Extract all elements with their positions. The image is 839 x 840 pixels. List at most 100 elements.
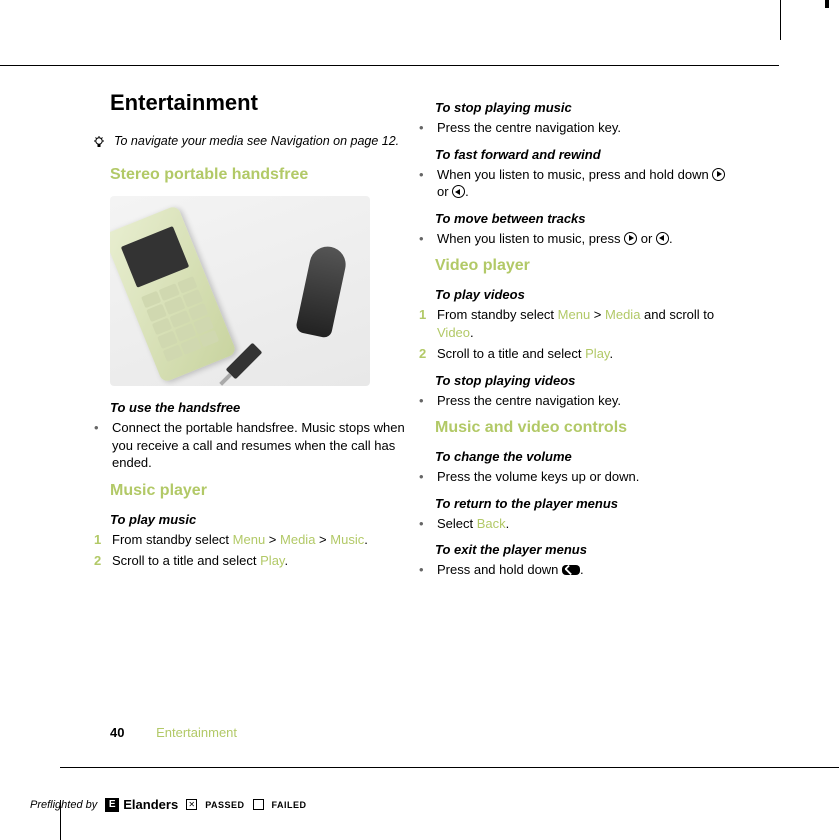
page-footer: 40 Entertainment	[110, 725, 237, 740]
bullet-row: • When you listen to music, press or .	[435, 230, 730, 248]
text: From standby select	[112, 532, 233, 547]
play-music-step-1: From standby select Menu > Media > Music…	[112, 531, 368, 549]
section-music-video-controls: Music and video controls	[435, 419, 730, 437]
bullet-row: • Press the centre navigation key.	[435, 119, 730, 137]
crop-mark-bottom	[60, 767, 839, 768]
step-number: 1	[419, 306, 429, 341]
text: When you listen to music, press and hold…	[437, 167, 712, 182]
text: When you listen to music, press	[437, 231, 624, 246]
left-column: Entertainment To navigate your media see…	[110, 90, 405, 583]
text: and scroll to	[640, 307, 714, 322]
use-handsfree-text: Connect the portable handsfree. Music st…	[112, 419, 405, 472]
text: .	[470, 325, 474, 340]
back-key-icon	[562, 565, 580, 575]
exit-menus-text: Press and hold down .	[437, 561, 584, 579]
passed-label: PASSED	[205, 800, 244, 810]
move-tracks-text: When you listen to music, press or .	[437, 230, 673, 248]
bullet-row: • Connect the portable handsfree. Music …	[110, 419, 405, 472]
bullet-icon: •	[419, 166, 429, 201]
tip-row: To navigate your media see Navigation on…	[92, 134, 405, 150]
right-column: To stop playing music • Press the centre…	[435, 90, 730, 583]
section-stereo-handsfree: Stereo portable handsfree	[110, 166, 405, 184]
music-link: Music	[330, 532, 364, 547]
play-videos-head: To play videos	[435, 287, 730, 302]
preflight-bar: Preflighted by E Elanders ✕ PASSED FAILE…	[30, 797, 307, 812]
text: >	[315, 532, 330, 547]
section-music-player: Music player	[110, 482, 405, 500]
elanders-text: Elanders	[123, 797, 178, 812]
media-link: Media	[280, 532, 315, 547]
text: Scroll to a title and select	[437, 346, 585, 361]
preflight-label: Preflighted by	[30, 799, 97, 811]
play-music-head: To play music	[110, 512, 405, 527]
stop-music-text: Press the centre navigation key.	[437, 119, 621, 137]
stop-video-head: To stop playing videos	[435, 373, 730, 388]
stop-music-head: To stop playing music	[435, 100, 730, 115]
return-menus-head: To return to the player menus	[435, 496, 730, 511]
page: Entertainment To navigate your media see…	[0, 0, 839, 840]
crop-mark-top-tick	[780, 0, 781, 40]
play-video-step-1: From standby select Menu > Media and scr…	[437, 306, 730, 341]
bullet-icon: •	[419, 468, 429, 486]
play-link: Play	[260, 553, 284, 568]
passed-checkbox-icon: ✕	[186, 799, 197, 810]
nav-right-icon	[712, 168, 725, 181]
tip-lightbulb-icon	[92, 134, 106, 150]
text: Scroll to a title and select	[112, 553, 260, 568]
stop-video-text: Press the centre navigation key.	[437, 392, 621, 410]
nav-right-icon	[624, 232, 637, 245]
text: .	[284, 553, 288, 568]
text: From standby select	[437, 307, 558, 322]
numbered-row: 1 From standby select Menu > Media > Mus…	[110, 531, 405, 549]
text: or	[437, 184, 452, 199]
play-video-step-2: Scroll to a title and select Play.	[437, 345, 613, 363]
numbered-row: 2 Scroll to a title and select Play.	[110, 552, 405, 570]
change-volume-head: To change the volume	[435, 449, 730, 464]
crop-mark-right-tick	[825, 0, 829, 8]
ff-rewind-head: To fast forward and rewind	[435, 147, 730, 162]
return-menus-text: Select Back.	[437, 515, 509, 533]
back-link: Back	[477, 516, 506, 531]
menu-link: Menu	[233, 532, 266, 547]
text: >	[590, 307, 605, 322]
use-handsfree-head: To use the handsfree	[110, 400, 405, 415]
numbered-row: 2 Scroll to a title and select Play.	[435, 345, 730, 363]
failed-checkbox-icon	[253, 799, 264, 810]
bullet-icon: •	[419, 119, 429, 137]
video-link: Video	[437, 325, 470, 340]
bullet-row: • When you listen to music, press and ho…	[435, 166, 730, 201]
numbered-row: 1 From standby select Menu > Media and s…	[435, 306, 730, 341]
bullet-row: • Press and hold down .	[435, 561, 730, 579]
bullet-icon: •	[419, 230, 429, 248]
tip-text: To navigate your media see Navigation on…	[114, 134, 399, 150]
bullet-row: • Press the centre navigation key.	[435, 392, 730, 410]
section-video-player: Video player	[435, 257, 730, 275]
text: .	[364, 532, 368, 547]
text: .	[506, 516, 510, 531]
menu-link: Menu	[558, 307, 591, 322]
bullet-row: • Press the volume keys up or down.	[435, 468, 730, 486]
step-number: 2	[419, 345, 429, 363]
bullet-icon: •	[419, 392, 429, 410]
text: .	[580, 562, 584, 577]
text: Press and hold down	[437, 562, 562, 577]
text: .	[465, 184, 469, 199]
bullet-icon: •	[94, 419, 104, 472]
text: Select	[437, 516, 477, 531]
nav-left-icon	[656, 232, 669, 245]
elanders-brand: E Elanders	[105, 797, 178, 812]
content-columns: Entertainment To navigate your media see…	[110, 90, 730, 583]
page-title: Entertainment	[110, 90, 405, 116]
ff-rewind-text: When you listen to music, press and hold…	[437, 166, 730, 201]
exit-menus-head: To exit the player menus	[435, 542, 730, 557]
bullet-icon: •	[419, 515, 429, 533]
text: or	[637, 231, 656, 246]
move-tracks-head: To move between tracks	[435, 211, 730, 226]
change-volume-text: Press the volume keys up or down.	[437, 468, 639, 486]
footer-section: Entertainment	[156, 725, 237, 740]
nav-left-icon	[452, 185, 465, 198]
media-link: Media	[605, 307, 640, 322]
crop-mark-top	[0, 65, 779, 66]
text: .	[609, 346, 613, 361]
step-number: 1	[94, 531, 104, 549]
